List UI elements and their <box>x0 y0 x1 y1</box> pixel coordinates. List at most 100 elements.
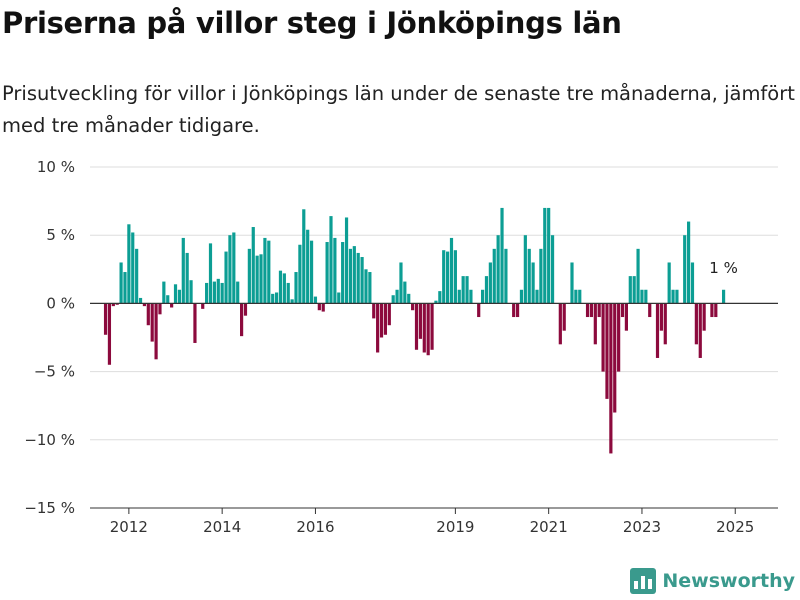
bar <box>313 296 318 304</box>
bar <box>484 276 489 304</box>
bar <box>593 303 597 345</box>
bar <box>181 237 185 304</box>
bar <box>547 207 551 304</box>
bar <box>282 273 286 304</box>
bar <box>721 289 726 304</box>
newsworthy-logo-icon <box>630 568 657 594</box>
bar <box>589 303 594 318</box>
y-tick-label: −10 % <box>24 431 75 449</box>
bar <box>442 250 446 304</box>
bar <box>675 289 679 304</box>
bar <box>309 240 314 304</box>
bar <box>574 289 578 304</box>
bar <box>107 303 112 365</box>
bar <box>624 303 628 331</box>
bar <box>422 303 426 353</box>
bar <box>632 276 636 304</box>
bar <box>220 282 224 304</box>
bar <box>224 251 228 304</box>
bar <box>702 303 706 331</box>
bar <box>154 303 158 360</box>
bar <box>111 303 115 307</box>
bar <box>714 303 718 318</box>
bar <box>170 303 174 308</box>
bar <box>352 246 356 304</box>
bar <box>259 254 263 304</box>
x-axis-ticks: 2012 2014 2016 2019 2021 2023 2025 <box>110 508 754 536</box>
bar <box>294 272 298 304</box>
bar <box>341 242 345 304</box>
bar <box>146 303 150 326</box>
bar <box>543 207 547 304</box>
bar <box>263 237 267 304</box>
bar <box>177 289 181 304</box>
bar <box>449 237 454 304</box>
bar <box>570 262 574 304</box>
bar <box>469 289 473 304</box>
bar <box>216 278 220 304</box>
bar <box>243 303 248 316</box>
bar <box>387 303 391 326</box>
bar <box>663 303 667 345</box>
bar <box>496 235 500 304</box>
bar <box>236 281 240 304</box>
bar <box>166 295 170 304</box>
y-axis-labels: 10 % 5 % 0 % −5 % −10 % −15 % <box>24 158 75 517</box>
bar <box>193 303 197 343</box>
bar <box>578 289 582 304</box>
y-tick-label: −5 % <box>34 363 75 381</box>
bar <box>515 303 520 318</box>
bar <box>426 303 430 356</box>
bar <box>302 209 306 304</box>
bar <box>434 300 438 304</box>
bar <box>523 235 527 304</box>
bar <box>504 248 508 304</box>
bar <box>403 281 407 304</box>
bar <box>446 251 450 304</box>
bar <box>395 289 399 304</box>
bar <box>461 276 465 304</box>
bar <box>648 303 652 318</box>
bar <box>173 284 178 304</box>
bar <box>562 303 566 331</box>
bar <box>710 303 714 318</box>
bar <box>628 276 632 304</box>
bar <box>613 303 617 413</box>
bar <box>667 262 671 304</box>
bar <box>212 281 216 304</box>
bar <box>344 217 349 304</box>
bar <box>399 262 403 304</box>
bar <box>356 252 360 304</box>
bar <box>255 255 259 304</box>
bar <box>271 293 275 304</box>
bar <box>605 303 609 399</box>
bar <box>585 303 590 318</box>
bar <box>286 282 290 304</box>
bar <box>519 289 524 304</box>
bar <box>325 242 329 304</box>
page-subtitle: Prisutveckling för villor i Jönköpings l… <box>2 82 795 137</box>
bar <box>690 262 695 304</box>
bar <box>644 289 648 304</box>
x-tick-label: 2021 <box>530 518 568 536</box>
bar <box>150 303 154 342</box>
bar <box>617 303 621 372</box>
newsworthy-logo: Newsworthy <box>630 568 795 594</box>
bar <box>189 280 193 304</box>
bar <box>142 303 147 307</box>
bar <box>597 303 601 318</box>
bar <box>535 289 539 304</box>
y-tick-label: 0 % <box>46 294 75 312</box>
bar <box>539 248 543 304</box>
bar <box>372 303 376 319</box>
bar <box>407 293 411 304</box>
bar <box>251 227 255 304</box>
bar <box>640 289 644 304</box>
bar <box>115 303 119 305</box>
bar <box>465 276 469 304</box>
bar <box>531 262 535 304</box>
bar <box>601 303 605 372</box>
bar <box>512 303 516 318</box>
bar <box>205 282 209 304</box>
